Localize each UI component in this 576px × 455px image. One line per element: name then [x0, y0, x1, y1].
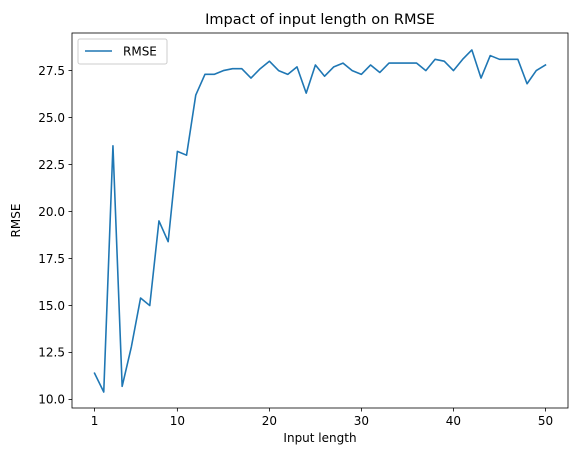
x-axis: 1 10 20 30 40 50	[91, 408, 553, 428]
y-tick-label: 17.5	[38, 252, 65, 266]
x-tick-label: 10	[170, 414, 185, 428]
x-tick-label: 1	[91, 414, 99, 428]
plot-background	[72, 12, 568, 408]
legend: RMSE	[77, 38, 168, 65]
y-tick-label: 12.5	[38, 346, 65, 360]
x-tick-label: 20	[262, 414, 277, 428]
legend-box	[77, 38, 168, 65]
y-tick-label: 20.0	[38, 205, 65, 219]
series-layer	[93, 49, 547, 393]
y-tick-label: 27.5	[38, 64, 65, 78]
y-tick-label: 25.0	[38, 111, 65, 125]
legend-label: RMSE	[123, 45, 157, 59]
plot-frame	[71, 32, 569, 409]
x-tick-label: 40	[446, 414, 461, 428]
chart-title: Impact of input length on RMSE	[205, 12, 435, 28]
x-tick-label: 50	[538, 414, 553, 428]
y-tick-label: 22.5	[38, 158, 65, 172]
y-axis-label: RMSE	[9, 204, 23, 238]
y-axis: 10.0 12.5 15.0 17.5 20.0 22.5 25.0 27.5	[38, 64, 72, 407]
x-tick-label: 30	[354, 414, 369, 428]
y-tick-label: 10.0	[38, 393, 65, 407]
x-axis-label: Input length	[283, 431, 356, 445]
y-tick-label: 15.0	[38, 299, 65, 313]
series-line-rmse	[93, 49, 547, 393]
